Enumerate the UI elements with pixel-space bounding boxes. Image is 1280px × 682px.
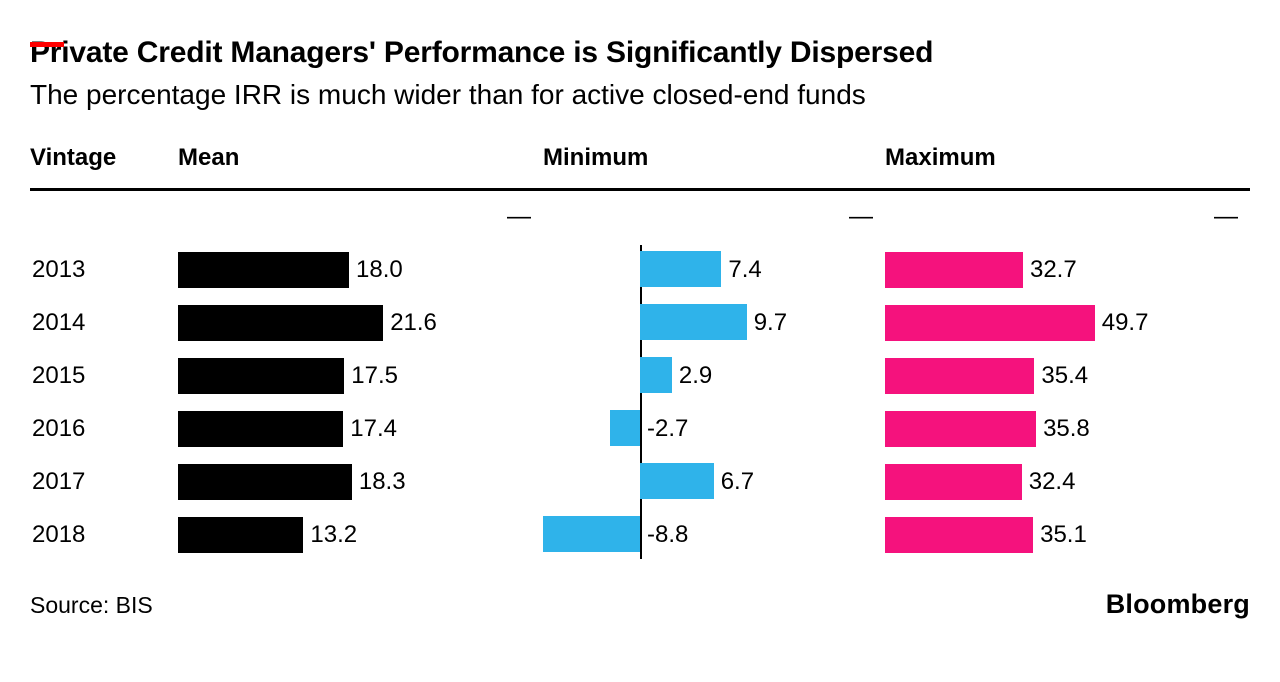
mean-cell: 17.4 xyxy=(178,402,543,455)
minimum-bar xyxy=(543,516,640,553)
minimum-value: 7.4 xyxy=(728,255,762,283)
minimum-value: 9.7 xyxy=(753,308,788,336)
bloomberg-logo: Bloomberg xyxy=(1105,589,1250,620)
minimum-bar xyxy=(640,463,714,500)
source-label: Source: BIS xyxy=(30,592,153,619)
vintage-label: 2018 xyxy=(32,520,86,548)
table-row: 2016 17.4 -2.7 35.8 xyxy=(30,402,1250,455)
minimum-value: 2.9 xyxy=(678,361,713,389)
minimum-cell: -8.8 xyxy=(543,508,885,561)
table-row: 2014 21.6 9.7 49.7 xyxy=(30,296,1250,349)
mean-bar xyxy=(178,251,349,288)
maximum-value: 35.4 xyxy=(1041,361,1089,389)
minimum-cell: 7.4 xyxy=(543,243,885,296)
minimum-bar xyxy=(640,357,672,394)
maximum-bar xyxy=(885,410,1037,447)
mean-cell: 17.5 xyxy=(178,349,543,402)
minimum-cell: -2.7 xyxy=(543,402,885,455)
maximum-cell: 35.4 xyxy=(885,349,1250,402)
minimum-cell: 2.9 xyxy=(543,349,885,402)
vintage-label: 2013 xyxy=(32,255,86,283)
mean-cell: 18.0 xyxy=(178,243,543,296)
maximum-bar xyxy=(885,251,1023,288)
maximum-axis-dash: — xyxy=(1214,203,1238,231)
maximum-cell: 32.7 xyxy=(885,243,1250,296)
vintage-label: 2015 xyxy=(32,361,86,389)
maximum-bar xyxy=(885,357,1035,394)
maximum-cell: 35.8 xyxy=(885,402,1250,455)
mean-bar xyxy=(178,357,345,394)
minimum-value: -8.8 xyxy=(647,520,689,548)
table-row: 2018 13.2 -8.8 35.1 xyxy=(30,508,1250,561)
maximum-cell: 35.1 xyxy=(885,508,1250,561)
mean-bar xyxy=(178,304,384,341)
mean-value: 18.3 xyxy=(358,467,406,495)
minimum-value: 6.7 xyxy=(720,467,755,495)
mean-cell: 18.3 xyxy=(178,455,543,508)
header-rule xyxy=(30,188,1250,192)
chart-title: Private Credit Managers' Performance is … xyxy=(30,36,934,69)
mean-value: 17.4 xyxy=(350,414,398,442)
mean-value: 18.0 xyxy=(356,255,403,283)
chart-rows: 2013 18.0 7.4 32.7 2014 21.6 9.7 49.7 20 xyxy=(30,243,1250,561)
vintage-label: 2014 xyxy=(32,308,86,336)
mean-cell: 13.2 xyxy=(178,508,543,561)
column-header-maximum: Maximum xyxy=(885,144,996,172)
mean-bar xyxy=(178,516,304,553)
mean-bar xyxy=(178,410,344,447)
minimum-axis-dash: — xyxy=(849,203,873,231)
vintage-label: 2016 xyxy=(32,414,86,442)
minimum-bar xyxy=(640,251,722,288)
axis-dash-row: — — — xyxy=(30,191,1250,243)
mean-value: 17.5 xyxy=(351,361,398,389)
minimum-zero-axis-line xyxy=(640,245,642,560)
column-header-minimum: Minimum xyxy=(543,144,649,172)
maximum-value: 49.7 xyxy=(1101,308,1149,336)
mean-value: 21.6 xyxy=(390,308,437,336)
minimum-bar xyxy=(640,304,747,341)
vintage-label: 2017 xyxy=(32,467,86,495)
maximum-value: 35.1 xyxy=(1040,520,1087,548)
minimum-cell: 9.7 xyxy=(543,296,885,349)
mean-cell: 21.6 xyxy=(178,296,543,349)
maximum-bar xyxy=(885,463,1022,500)
top-accent-mark xyxy=(30,42,64,47)
maximum-value: 32.4 xyxy=(1028,467,1076,495)
column-header-mean: Mean xyxy=(178,144,240,172)
table-row: 2013 18.0 7.4 32.7 xyxy=(30,243,1250,296)
minimum-value: -2.7 xyxy=(647,414,689,442)
chart-subtitle: The percentage IRR is much wider than fo… xyxy=(30,78,866,110)
chart-container: Private Credit Managers' Performance is … xyxy=(0,36,1280,682)
column-header-vintage: Vintage xyxy=(30,144,117,172)
mean-value: 13.2 xyxy=(310,520,358,548)
minimum-cell: 6.7 xyxy=(543,455,885,508)
table-row: 2015 17.5 2.9 35.4 xyxy=(30,349,1250,402)
maximum-cell: 49.7 xyxy=(885,296,1250,349)
chart-footer: Source: BIS Bloomberg xyxy=(30,589,1250,620)
maximum-value: 32.7 xyxy=(1029,255,1077,283)
mean-bar xyxy=(178,463,352,500)
maximum-cell: 32.4 xyxy=(885,455,1250,508)
mean-axis-dash: — xyxy=(507,203,531,231)
maximum-bar xyxy=(885,304,1095,341)
table-row: 2017 18.3 6.7 32.4 xyxy=(30,455,1250,508)
minimum-bar xyxy=(610,410,640,447)
maximum-value: 35.8 xyxy=(1043,414,1090,442)
maximum-bar xyxy=(885,516,1034,553)
column-header-row: Vintage Mean Minimum Maximum xyxy=(30,143,1250,173)
